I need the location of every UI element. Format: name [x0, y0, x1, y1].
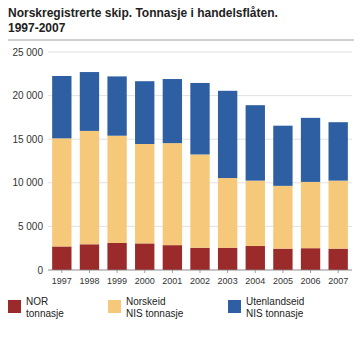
bar-segment — [80, 244, 99, 270]
legend-label: NORtonnasje — [26, 296, 64, 319]
y-tick-label: 5 000 — [18, 221, 43, 232]
x-tick — [227, 270, 228, 273]
bar-segment — [246, 246, 265, 270]
bar-segment — [80, 72, 99, 131]
bar-segment — [246, 105, 265, 180]
bar-segment — [52, 138, 71, 246]
bar-segment — [301, 118, 320, 182]
bar-segment — [135, 144, 154, 243]
x-tick-label: 2007 — [328, 276, 348, 286]
x-tick-label: 2004 — [245, 276, 265, 286]
x-tick — [338, 270, 339, 273]
y-tick-label: 0 — [37, 265, 43, 276]
bar-segment — [273, 126, 292, 186]
x-tick-label: 2006 — [301, 276, 321, 286]
legend-swatch — [8, 300, 21, 313]
x-tick — [255, 270, 256, 273]
x-tick — [200, 270, 201, 273]
bar-segment — [80, 131, 99, 244]
bar-segment — [301, 182, 320, 248]
bar-segment — [190, 248, 209, 270]
x-tick — [61, 270, 62, 273]
y-tick-label: 15 000 — [12, 134, 43, 145]
bar-segment — [52, 76, 71, 138]
bars — [52, 72, 348, 270]
x-tick — [89, 270, 90, 273]
bar-segment — [163, 79, 182, 143]
x-tick-label: 1998 — [79, 276, 99, 286]
legend-label: NorskeidNIS tonnasje — [126, 296, 184, 319]
x-tick-label: 1999 — [107, 276, 127, 286]
bar-segment — [273, 249, 292, 270]
bar-segment — [52, 246, 71, 270]
bar-segment — [135, 81, 154, 144]
chart: Norskregistrerte skip. Tonnasje i handel… — [0, 0, 362, 356]
bar-segment — [107, 136, 126, 243]
bar-segment — [107, 243, 126, 270]
x-tick — [310, 270, 311, 273]
y-tick-label: 20 000 — [12, 90, 43, 101]
x-tick — [172, 270, 173, 273]
bar-segment — [107, 76, 126, 135]
bar-segment — [301, 248, 320, 270]
subtitle: 1997-2007 — [8, 21, 66, 35]
bar-segment — [273, 186, 292, 249]
bar-segment — [218, 248, 237, 270]
bar-segment — [218, 91, 237, 178]
legend-label: UtenlandseidNIS tonnasje — [246, 296, 304, 319]
bar-segment — [190, 154, 209, 247]
y-tick-label: 25 000 — [12, 47, 43, 58]
title: Norskregistrerte skip. Tonnasje i handel… — [8, 6, 278, 20]
bar-segment — [163, 143, 182, 245]
bar-segment — [163, 245, 182, 270]
x-tick — [117, 270, 118, 273]
bar-segment — [246, 181, 265, 246]
bar-segment — [329, 249, 348, 270]
x-tick — [282, 270, 283, 273]
x-tick-label: 2001 — [162, 276, 182, 286]
bar-segment — [329, 122, 348, 180]
bar-segment — [218, 178, 237, 248]
x-tick-label: 1997 — [52, 276, 72, 286]
bar-segment — [329, 181, 348, 249]
x-tick-label: 2003 — [218, 276, 238, 286]
separator — [8, 40, 354, 41]
bar-segment — [135, 243, 154, 270]
legend-swatch — [108, 300, 121, 313]
x-tick — [144, 270, 145, 273]
x-tick-label: 2005 — [273, 276, 293, 286]
y-tick-label: 10 000 — [12, 177, 43, 188]
bar-segment — [190, 83, 209, 155]
grid-line — [48, 52, 352, 53]
x-tick-label: 2000 — [135, 276, 155, 286]
legend-swatch — [228, 300, 241, 313]
x-tick-label: 2002 — [190, 276, 210, 286]
